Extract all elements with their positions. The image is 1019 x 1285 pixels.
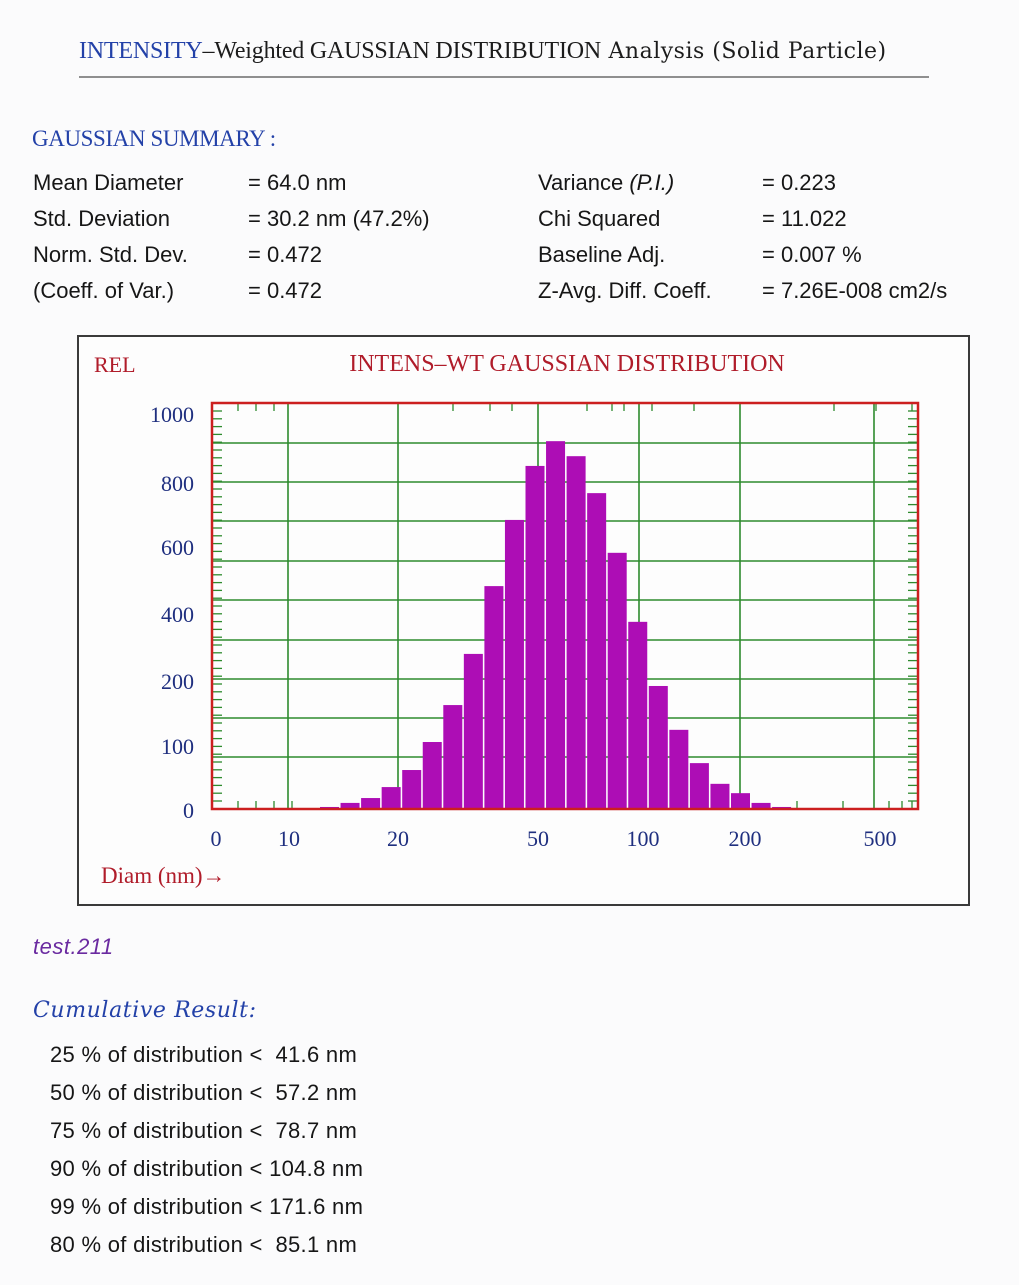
stat-value: = 0.007 % <box>762 242 862 267</box>
x-axis-label: Diam (nm)→ <box>101 863 226 888</box>
chart-minor-ticks <box>212 403 918 810</box>
x-tick-label: 200 <box>729 826 762 851</box>
stat-value: = 30.2 nm (47.2%) <box>248 206 430 231</box>
x-tick-label: 50 <box>527 826 549 851</box>
report-title-analysis: Analysis (Solid Particle) <box>601 39 887 64</box>
stat-label: Mean Diameter <box>33 170 184 195</box>
cumulative-row: 99 % of distribution < 171.6 nm <box>50 1194 364 1219</box>
histogram-bar <box>381 787 401 809</box>
histogram-bar <box>525 465 545 809</box>
histogram-bar <box>402 770 422 809</box>
sample-id: test.211 <box>33 934 114 959</box>
x-tick-label: 20 <box>387 826 409 851</box>
cumulative-row: 90 % of distribution < 104.8 nm <box>50 1156 364 1181</box>
stat-label: Variance (P.I.) <box>538 170 674 196</box>
cumulative-result-heading: Cumulative Result: <box>33 998 257 1023</box>
histogram-bar <box>422 742 442 809</box>
histogram-bar <box>710 783 730 809</box>
y-axis-label: REL <box>94 352 136 377</box>
histogram-bar <box>546 441 566 809</box>
gaussian-summary-heading: GAUSSIAN SUMMARY : <box>32 126 276 151</box>
histogram-bar <box>751 802 771 809</box>
stat-label: Norm. Std. Dev. <box>33 242 188 267</box>
distribution-chart: REL INTENS–WT GAUSSIAN DISTRIBUTION 0100… <box>94 351 920 888</box>
stat-value: = 64.0 nm <box>248 170 347 195</box>
y-tick-label: 800 <box>161 471 194 496</box>
stat-label: (Coeff. of Var.) <box>33 278 175 303</box>
histogram-bar <box>361 798 381 809</box>
x-tick-label: 100 <box>627 826 660 851</box>
stat-value: = 0.223 <box>762 170 837 195</box>
y-tick-label: 100 <box>161 734 194 759</box>
x-tick-labels: 0 10 20 50 100 200 500 <box>211 826 897 851</box>
histogram-bar <box>587 493 607 809</box>
plot-frame <box>210 401 920 811</box>
stat-label: Chi Squared <box>538 206 661 231</box>
title-divider <box>79 76 929 78</box>
cumulative-row: 50 % of distribution < 57.2 nm <box>50 1080 358 1105</box>
histogram-bar <box>731 793 750 809</box>
report-title-intensity: INTENSITY <box>79 38 203 64</box>
x-tick-label: 10 <box>278 826 300 851</box>
histogram-bar <box>504 519 524 809</box>
y-tick-labels: 0 100 200 400 600 800 1000 <box>150 402 194 823</box>
x-tick-label: 0 <box>211 826 222 851</box>
histogram-bar <box>648 685 668 809</box>
stat-label: Baseline Adj. <box>538 242 666 267</box>
cumulative-row: 80 % of distribution < 85.1 nm <box>50 1232 358 1257</box>
stat-value: = 0.472 <box>248 242 323 267</box>
histogram-bar <box>484 586 504 809</box>
stat-label: Std. Deviation <box>33 206 170 231</box>
histogram-bar <box>566 456 586 809</box>
stat-label: Z-Avg. Diff. Coeff. <box>538 278 712 303</box>
y-tick-label: 1000 <box>150 402 194 427</box>
histogram-bar <box>689 763 709 809</box>
y-tick-label: 400 <box>161 602 194 627</box>
y-tick-label: 600 <box>161 535 194 560</box>
chart-title: INTENS–WT GAUSSIAN DISTRIBUTION <box>349 351 785 377</box>
histogram-bar <box>340 802 360 809</box>
stat-label-text: Variance <box>538 170 630 195</box>
histogram-bar <box>607 552 627 809</box>
chart-bars <box>320 441 792 809</box>
stat-value: = 11.022 <box>762 206 847 231</box>
histogram-bar <box>628 621 648 809</box>
stat-value: = 7.26E-008 cm2/s <box>762 278 948 303</box>
report-title: INTENSITY–Weighted GAUSSIAN DISTRIBUTION… <box>79 38 929 65</box>
y-tick-label: 0 <box>183 798 194 823</box>
stat-label-italic: (P.I.) <box>629 170 675 195</box>
report-title-weighted: –Weighted GAUSSIAN DISTRIBUTION <box>202 38 602 64</box>
cumulative-row: 25 % of distribution < 41.6 nm <box>50 1042 358 1067</box>
cumulative-row: 75 % of distribution < 78.7 nm <box>50 1118 358 1143</box>
histogram-bar <box>443 705 463 809</box>
y-tick-label: 200 <box>161 669 194 694</box>
histogram-bar <box>669 729 689 809</box>
histogram-bar <box>463 653 483 809</box>
x-tick-label: 500 <box>864 826 897 851</box>
stat-value: = 0.472 <box>248 278 323 303</box>
